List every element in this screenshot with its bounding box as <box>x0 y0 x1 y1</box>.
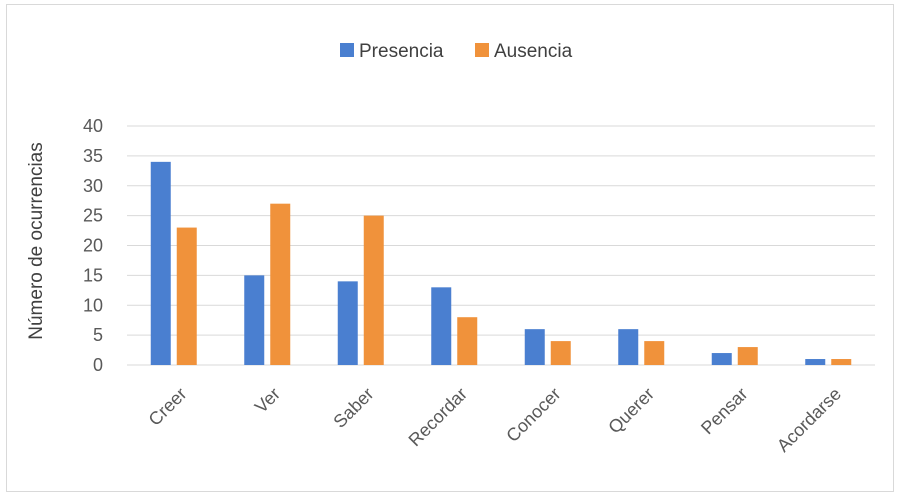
y-axis-ticks: 0 5 10 15 20 25 30 35 40 <box>83 116 103 375</box>
bar-ausencia-pensar <box>737 347 758 365</box>
bar-ausencia-querer <box>644 341 665 365</box>
x-tick-label-creer: Creer <box>145 384 191 430</box>
x-tick-label-ver: Ver <box>251 384 284 417</box>
bar-presencia-saber <box>337 281 358 365</box>
bar-presencia-conocer <box>524 329 545 365</box>
bars <box>150 161 852 365</box>
bar-presencia-ver <box>244 275 265 365</box>
x-tick-label-acordarse: Acordarse <box>773 384 845 456</box>
x-tick-label-querer: Querer <box>604 384 658 438</box>
bar-ausencia-acordarse <box>831 359 852 365</box>
bar-presencia-querer <box>618 329 639 365</box>
bar-ausencia-recordar <box>457 317 478 365</box>
y-tick-label-0: 0 <box>93 355 103 375</box>
x-tick-label-recordar: Recordar <box>405 384 471 450</box>
x-tick-label-pensar: Pensar <box>697 384 751 438</box>
bar-presencia-recordar <box>431 287 452 365</box>
bar-presencia-pensar <box>711 353 732 365</box>
x-tick-label-saber: Saber <box>329 384 377 432</box>
y-tick-label-5: 5 <box>93 325 103 345</box>
legend-swatch-presencia <box>340 43 354 57</box>
x-tick-label-conocer: Conocer <box>502 384 564 446</box>
x-axis-ticks: Creer Ver Saber Recordar Conocer Querer Pensar… <box>145 384 845 456</box>
y-tick-label-40: 40 <box>83 116 103 136</box>
y-tick-label-35: 35 <box>83 146 103 166</box>
y-tick-label-10: 10 <box>83 295 103 315</box>
legend-swatch-ausencia <box>475 43 489 57</box>
y-tick-label-25: 25 <box>83 206 103 226</box>
legend-label-ausencia: Ausencia <box>494 41 573 62</box>
y-axis-title: Número de ocurrencias <box>26 142 47 339</box>
bar-presencia-acordarse <box>805 359 826 365</box>
legend: Presencia Ausencia <box>340 41 573 62</box>
bar-ausencia-saber <box>363 215 384 365</box>
bar-ausencia-ver <box>270 203 291 365</box>
y-tick-label-15: 15 <box>83 265 103 285</box>
legend-label-presencia: Presencia <box>359 41 444 62</box>
bar-ausencia-conocer <box>550 341 571 365</box>
bar-ausencia-creer <box>176 227 197 365</box>
gridlines <box>127 125 875 366</box>
bar-presencia-creer <box>150 161 171 365</box>
y-tick-label-20: 20 <box>83 236 103 256</box>
y-tick-label-30: 30 <box>83 176 103 196</box>
